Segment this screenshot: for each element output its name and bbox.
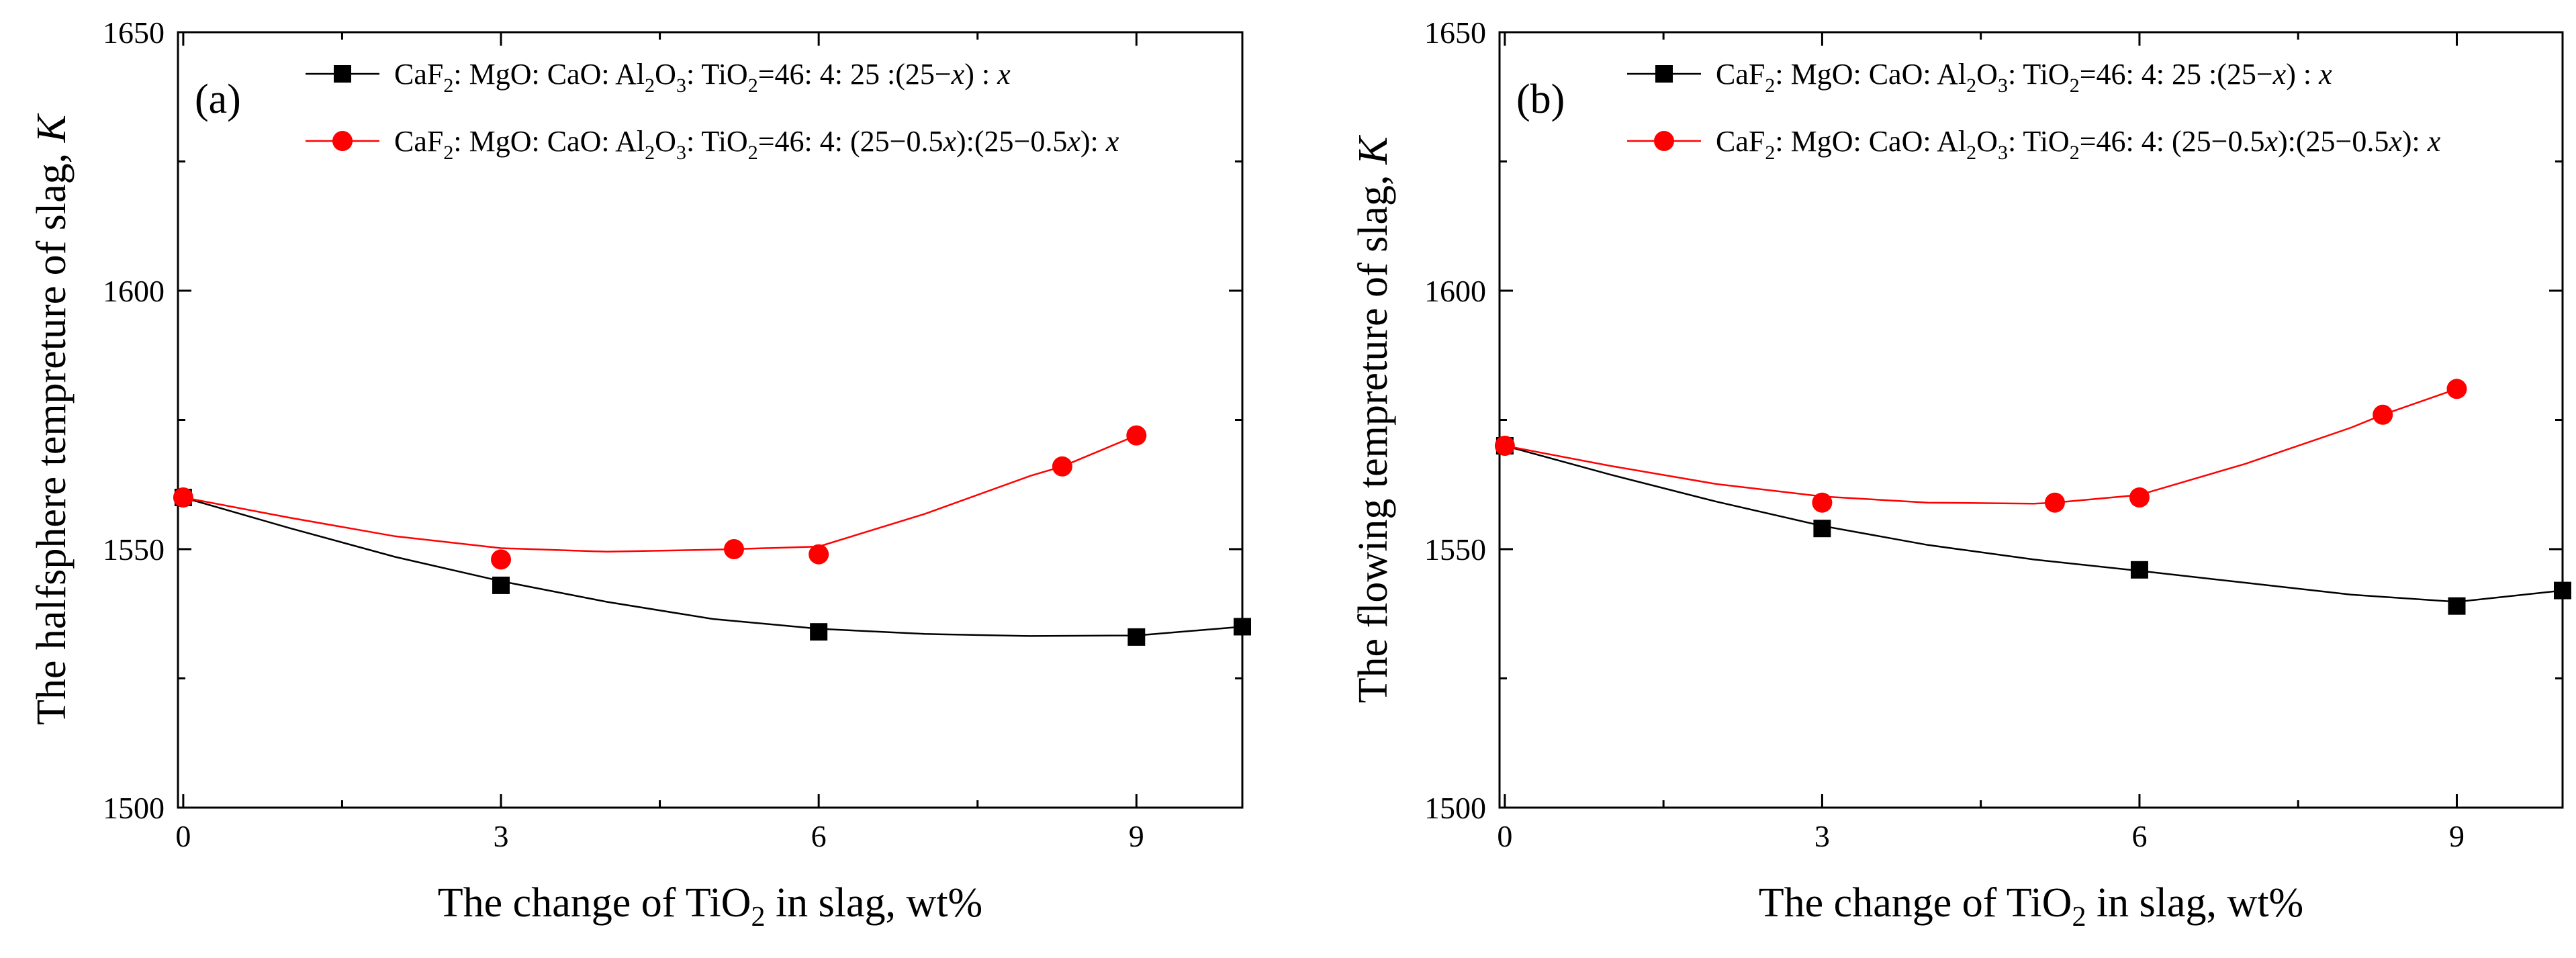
legend-entry: CaF2: MgO: CaO: Al2O3: TiO2=46: 4: (25−0… <box>1627 125 2441 164</box>
x-tick-label: 0 <box>175 819 191 853</box>
data-point <box>810 623 828 641</box>
series-line <box>1504 444 2563 603</box>
data-point <box>2554 581 2571 600</box>
data-point <box>1126 425 1147 446</box>
series-line <box>1504 388 2457 505</box>
legend-marker <box>334 65 351 83</box>
y-tick-label: 1600 <box>1424 274 1486 308</box>
data-point <box>491 549 512 570</box>
series-line <box>183 496 1243 637</box>
panel-label: (b) <box>1516 77 1565 122</box>
x-tick-label: 6 <box>2131 819 2147 853</box>
data-point <box>2130 561 2148 579</box>
x-tick-label: 3 <box>1814 819 1830 853</box>
legend-label: CaF2: MgO: CaO: Al2O3: TiO2=46: 4: (25−0… <box>1716 125 2441 164</box>
legend-entry: CaF2: MgO: CaO: Al2O3: TiO2=46: 4: 25 :(… <box>1627 58 2332 97</box>
data-point <box>1234 618 1251 636</box>
series-red-circles <box>1494 379 2467 513</box>
data-point <box>2448 597 2466 615</box>
y-tick-label: 1650 <box>103 15 165 50</box>
legend-marker <box>1654 131 1674 151</box>
data-point <box>809 544 829 565</box>
data-point <box>173 487 193 508</box>
y-axis-title: The halfsphere tempreture of slag, K <box>29 112 75 725</box>
legend-entry: CaF2: MgO: CaO: Al2O3: TiO2=46: 4: 25 :(… <box>306 58 1011 97</box>
data-point <box>492 576 510 594</box>
data-point <box>1813 520 1831 538</box>
legend-label: CaF2: MgO: CaO: Al2O3: TiO2=46: 4: 25 :(… <box>1716 58 2332 97</box>
y-tick-label: 1500 <box>1424 791 1486 825</box>
x-tick-label: 9 <box>1129 819 1144 853</box>
legend-marker <box>1655 65 1673 83</box>
data-point <box>2044 492 2065 513</box>
x-tick-label: 6 <box>811 819 827 853</box>
series-red-circles <box>173 425 1147 570</box>
series-line <box>183 434 1137 553</box>
data-point <box>1128 628 1146 646</box>
legend: CaF2: MgO: CaO: Al2O3: TiO2=46: 4: 25 :(… <box>306 58 1119 164</box>
data-point <box>1494 436 1515 456</box>
x-tick-label: 0 <box>1497 819 1512 853</box>
data-point <box>2129 487 2150 508</box>
y-tick-label: 1650 <box>1424 15 1486 50</box>
legend-label: CaF2: MgO: CaO: Al2O3: TiO2=46: 4: (25−0… <box>394 125 1119 164</box>
data-point <box>1052 456 1072 477</box>
x-tick-label: 3 <box>494 819 509 853</box>
legend-label: CaF2: MgO: CaO: Al2O3: TiO2=46: 4: 25 :(… <box>394 58 1011 97</box>
y-tick-label: 1600 <box>103 274 165 308</box>
chart-panel-a: 0 3 6 9 1500 1550 1600 1650 The change of TiO2 i… <box>29 15 1251 932</box>
y-tick-label: 1550 <box>1424 532 1486 567</box>
data-point <box>2446 379 2467 399</box>
x-axis-title: The change of TiO2 in slag, wt% <box>438 880 982 932</box>
chart-panel-b: 0 3 6 9 1500 1550 1600 1650 The change of TiO2 i… <box>1350 15 2571 932</box>
legend-marker <box>332 131 353 151</box>
x-axis-title: The change of TiO2 in slag, wt% <box>1759 880 2303 932</box>
y-tick-label: 1550 <box>103 532 165 567</box>
legend-entry: CaF2: MgO: CaO: Al2O3: TiO2=46: 4: (25−0… <box>306 125 1119 164</box>
data-point <box>723 539 744 559</box>
data-point <box>2373 404 2393 425</box>
x-tick-label: 9 <box>2449 819 2465 853</box>
y-tick-label: 1500 <box>103 791 165 825</box>
data-point <box>1812 492 1833 513</box>
legend: CaF2: MgO: CaO: Al2O3: TiO2=46: 4: 25 :(… <box>1627 58 2441 164</box>
y-axis-title: The flowing tempreture of slag, K <box>1350 134 1396 703</box>
panel-label: (a) <box>195 77 241 122</box>
